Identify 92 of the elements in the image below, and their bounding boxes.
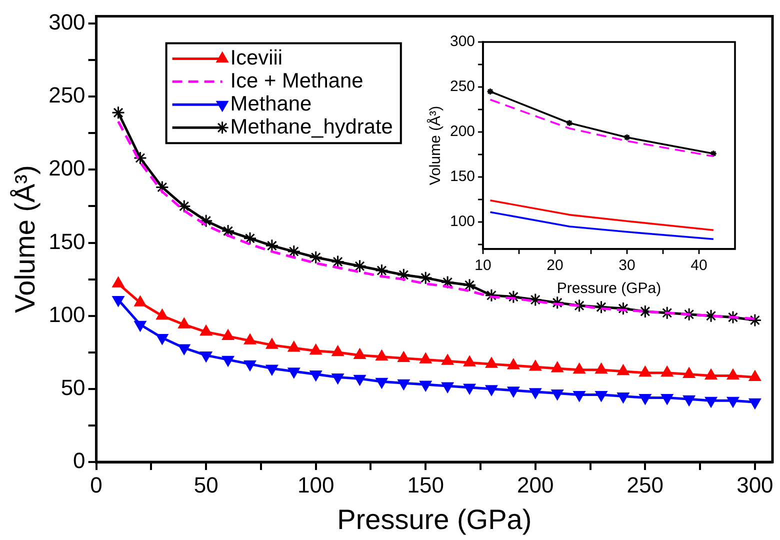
point [529, 388, 542, 399]
point [265, 238, 279, 252]
y-tick-label: 50 [60, 374, 86, 400]
point [551, 390, 564, 400]
point [420, 380, 432, 392]
point [396, 268, 410, 282]
point [617, 392, 630, 403]
point [704, 309, 718, 323]
point [133, 151, 147, 165]
y-tick-label: 300 [450, 33, 476, 50]
y-tick-label: 200 [450, 123, 476, 140]
y-axis-title: Volume (Å³) [426, 106, 444, 186]
y-tick-label: 200 [48, 156, 86, 181]
point [332, 373, 344, 384]
point [376, 378, 388, 388]
point [353, 259, 367, 273]
point [595, 391, 608, 402]
point [398, 379, 410, 390]
x-axis-title: Pressure (GPa) [337, 504, 532, 535]
point [222, 356, 234, 366]
x-tick-label: 50 [194, 472, 218, 498]
point [221, 224, 235, 238]
point [660, 306, 674, 320]
point [156, 334, 168, 345]
x-tick-label: 200 [517, 472, 554, 498]
point [243, 232, 257, 246]
point [566, 119, 574, 127]
line-series [489, 98, 714, 158]
point [748, 313, 762, 327]
point [309, 250, 323, 264]
y-axis-title: Volume (Å³) [10, 165, 41, 314]
point [178, 344, 190, 355]
y-tick-label: 100 [48, 302, 86, 327]
point [134, 320, 146, 332]
point [200, 352, 212, 362]
legend-label: Iceviii [230, 46, 283, 70]
legend-label: Ice + Methane [230, 69, 364, 92]
point [705, 396, 717, 408]
point [310, 370, 322, 382]
y-tick-label: 150 [48, 228, 86, 254]
point [112, 106, 126, 120]
legend-label: Methane_hydrate [230, 115, 393, 138]
x-tick-label: 40 [690, 257, 708, 274]
point [484, 288, 498, 302]
point [287, 244, 301, 258]
point [661, 394, 674, 404]
point [266, 364, 278, 376]
y-tick-label: 300 [48, 10, 86, 35]
point [374, 264, 388, 278]
x-tick-label: 100 [297, 472, 334, 498]
x-tick-label: 300 [736, 472, 774, 498]
x-axis-title: Pressure (GPa) [556, 280, 662, 298]
point [623, 134, 631, 142]
point [199, 214, 213, 228]
point [464, 384, 476, 394]
point [507, 386, 520, 398]
y-tick-label: 150 [450, 168, 476, 186]
point [462, 278, 476, 292]
point [528, 293, 542, 307]
x-tick-label: 250 [626, 472, 664, 498]
y-tick-label: 250 [48, 82, 86, 108]
x-tick-label: 30 [618, 257, 636, 274]
legend-label: Methane [230, 92, 312, 116]
point [748, 398, 761, 409]
y-tick-label: 250 [450, 78, 476, 96]
x-tick-label: 150 [407, 472, 444, 498]
point [572, 298, 586, 312]
point [638, 304, 652, 318]
point [288, 368, 300, 378]
y-tick-label: 100 [450, 213, 476, 230]
point [418, 271, 432, 285]
point [506, 290, 520, 304]
point [594, 300, 608, 314]
point [727, 396, 739, 408]
x-tick-label: 0 [90, 472, 102, 498]
point [177, 199, 191, 213]
point [550, 296, 564, 310]
point [354, 374, 366, 386]
point [112, 296, 124, 307]
point [683, 395, 696, 406]
y-tick-label: 0 [73, 448, 86, 474]
point [486, 385, 498, 396]
x-tick-label: 10 [474, 257, 492, 274]
point [682, 308, 696, 322]
point [155, 180, 169, 194]
point [639, 394, 652, 404]
x-tick-label: 20 [546, 257, 564, 274]
point [573, 391, 586, 402]
point [726, 310, 740, 324]
point [442, 382, 454, 393]
point [440, 275, 454, 289]
point [244, 360, 256, 371]
